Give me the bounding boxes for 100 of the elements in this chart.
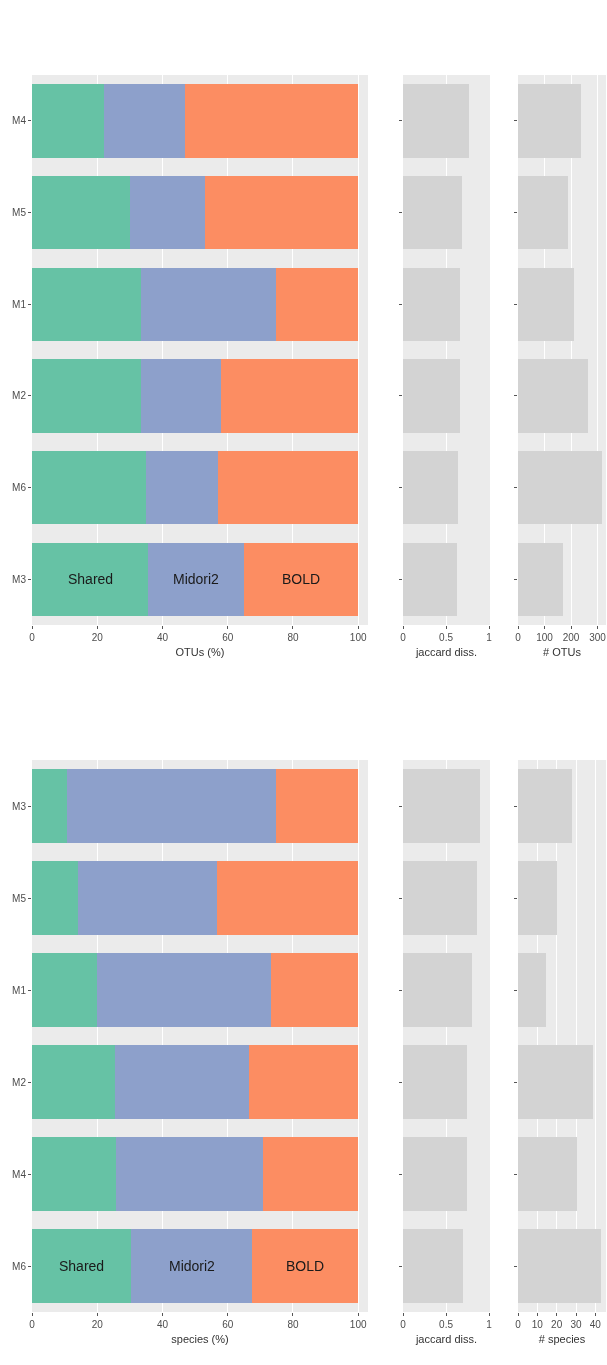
- y-tick-label: M1: [12, 298, 27, 310]
- bar: [403, 953, 472, 1027]
- x-tick-label: 100: [349, 632, 367, 643]
- x-tick-label: 20: [91, 1319, 104, 1330]
- x-tick-label: 1: [486, 1319, 493, 1330]
- bar: [130, 1229, 253, 1303]
- bar: [518, 1229, 601, 1303]
- x-tick-label: 0: [400, 632, 407, 643]
- bar: [32, 450, 147, 525]
- bar: [518, 450, 603, 525]
- bar: [32, 953, 97, 1027]
- x-axis-title: jaccard diss.: [414, 646, 478, 659]
- bar: [32, 1137, 117, 1211]
- bar: [403, 1229, 464, 1303]
- bar: [518, 267, 575, 341]
- bar: [115, 1045, 250, 1119]
- bar: [276, 267, 359, 341]
- bar: [66, 769, 277, 843]
- bar: [403, 175, 463, 250]
- y-tick-label: M6: [12, 482, 27, 493]
- bar: [276, 769, 359, 843]
- bar: [403, 542, 458, 616]
- x-tick-label: 60: [222, 1319, 234, 1330]
- x-tick-label: 300: [589, 632, 607, 643]
- series-label: BOLD: [282, 571, 321, 587]
- bar: [104, 84, 185, 158]
- x-tick-label: 0: [29, 1319, 36, 1330]
- bar: [216, 861, 359, 935]
- bar: [271, 953, 359, 1027]
- bar: [148, 542, 245, 616]
- series-label: Shared: [68, 571, 114, 587]
- x-tick-label: 0.5: [439, 1319, 454, 1330]
- bar: [518, 359, 588, 433]
- x-tick-label: 0: [515, 1319, 522, 1330]
- x-tick-label: 60: [222, 632, 234, 643]
- series-label: Midori2: [169, 1258, 216, 1274]
- bar: [403, 1137, 467, 1211]
- bar: [78, 861, 217, 935]
- y-tick-label: M4: [12, 1168, 27, 1180]
- series-label: Shared: [59, 1258, 105, 1274]
- bar: [32, 542, 149, 616]
- bar: [140, 267, 277, 341]
- x-axis-title: # species: [538, 1333, 586, 1346]
- y-tick-label: M2: [12, 1076, 27, 1088]
- x-tick-label: 1: [486, 632, 493, 643]
- bar: [96, 953, 272, 1027]
- bar: [403, 861, 478, 935]
- bar: [244, 542, 359, 616]
- x-tick-label: 0: [29, 632, 36, 643]
- bar: [403, 359, 460, 433]
- x-tick-label: 100: [536, 632, 554, 643]
- bar: [518, 1045, 594, 1119]
- bar: [32, 267, 141, 341]
- y-tick-label: M2: [12, 390, 27, 402]
- series-label: Midori2: [173, 571, 220, 587]
- series-label: BOLD: [286, 1258, 325, 1274]
- bar: [32, 1229, 131, 1303]
- x-tick-label: 200: [562, 632, 580, 643]
- x-tick-label: 80: [287, 1319, 299, 1330]
- x-tick-label: 0: [515, 632, 522, 643]
- bar: [403, 267, 460, 341]
- bar: [130, 175, 206, 250]
- bar: [205, 175, 359, 250]
- x-tick-label: 40: [156, 632, 169, 643]
- bar: [32, 175, 131, 250]
- bar: [32, 359, 141, 433]
- bar: [403, 84, 470, 158]
- x-tick-label: 30: [570, 1319, 583, 1330]
- bar: [518, 861, 558, 935]
- bar: [32, 84, 105, 158]
- bar: [218, 450, 359, 525]
- x-axis-title: # OTUs: [543, 646, 582, 659]
- bar: [32, 861, 78, 935]
- y-tick-label: M5: [12, 892, 27, 904]
- bar: [403, 450, 459, 525]
- x-axis-title: species (%): [171, 1333, 229, 1346]
- bar: [518, 769, 572, 843]
- y-tick-label: M3: [12, 573, 27, 585]
- x-tick-label: 100: [349, 1319, 367, 1330]
- bar: [518, 542, 564, 616]
- x-axis-title: OTUs (%): [175, 646, 225, 659]
- bar: [263, 1137, 359, 1211]
- bar: [403, 1045, 467, 1119]
- x-tick-label: 20: [91, 632, 104, 643]
- x-tick-label: 40: [589, 1319, 602, 1330]
- bar: [140, 359, 222, 433]
- x-tick-label: 10: [531, 1319, 544, 1330]
- bar: [221, 359, 359, 433]
- bar: [116, 1137, 264, 1211]
- bar: [32, 769, 67, 843]
- y-tick-label: M1: [12, 984, 27, 996]
- x-tick-label: 80: [287, 632, 299, 643]
- y-tick-label: M3: [12, 800, 27, 812]
- bar: [32, 1045, 116, 1119]
- x-tick-label: 0.5: [439, 632, 454, 643]
- bar: [252, 1229, 359, 1303]
- bar: [403, 769, 480, 843]
- bar: [146, 450, 219, 525]
- x-axis-title: jaccard diss.: [414, 1333, 478, 1346]
- y-tick-label: M4: [12, 115, 27, 127]
